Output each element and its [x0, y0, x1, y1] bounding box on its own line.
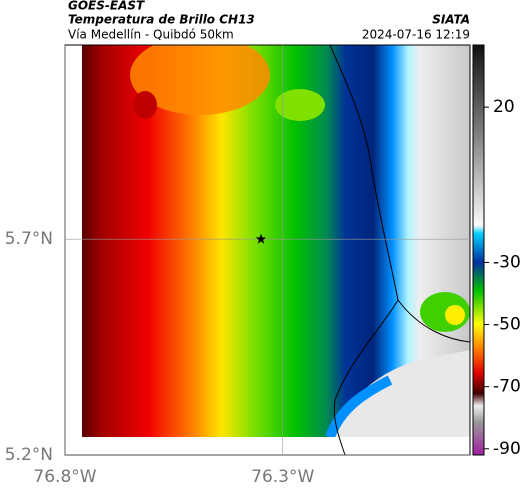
colorbar-tick-label: 20	[493, 97, 515, 117]
timestamp: 2024-07-16 12:19	[362, 28, 470, 42]
colorbar	[472, 44, 485, 456]
colorbar-tick-label: -70	[493, 377, 521, 397]
subtitle: Vía Medellín - Quibdó 50km	[68, 28, 234, 42]
org: SIATA	[432, 13, 470, 27]
y-tick-label: 5.7°N	[5, 229, 53, 249]
x-tick-label: 76.8°W	[33, 467, 96, 487]
source: GOES-EAST	[68, 0, 145, 13]
colorbar-tick-label: -30	[493, 252, 521, 272]
coastline	[329, 44, 471, 343]
border	[333, 299, 399, 456]
header: GOES-EAST Temperatura de Brillo CH13 Vía…	[68, 0, 470, 42]
colorbar-tick-label: -90	[493, 439, 521, 459]
colorbar-tick-label: -50	[493, 315, 521, 335]
location-marker	[255, 233, 267, 244]
imagery	[82, 45, 470, 437]
y-tick-label: 5.2°N	[5, 445, 53, 465]
title: Temperatura de Brillo CH13	[68, 13, 255, 27]
x-tick-label: 76.3°W	[251, 467, 314, 487]
